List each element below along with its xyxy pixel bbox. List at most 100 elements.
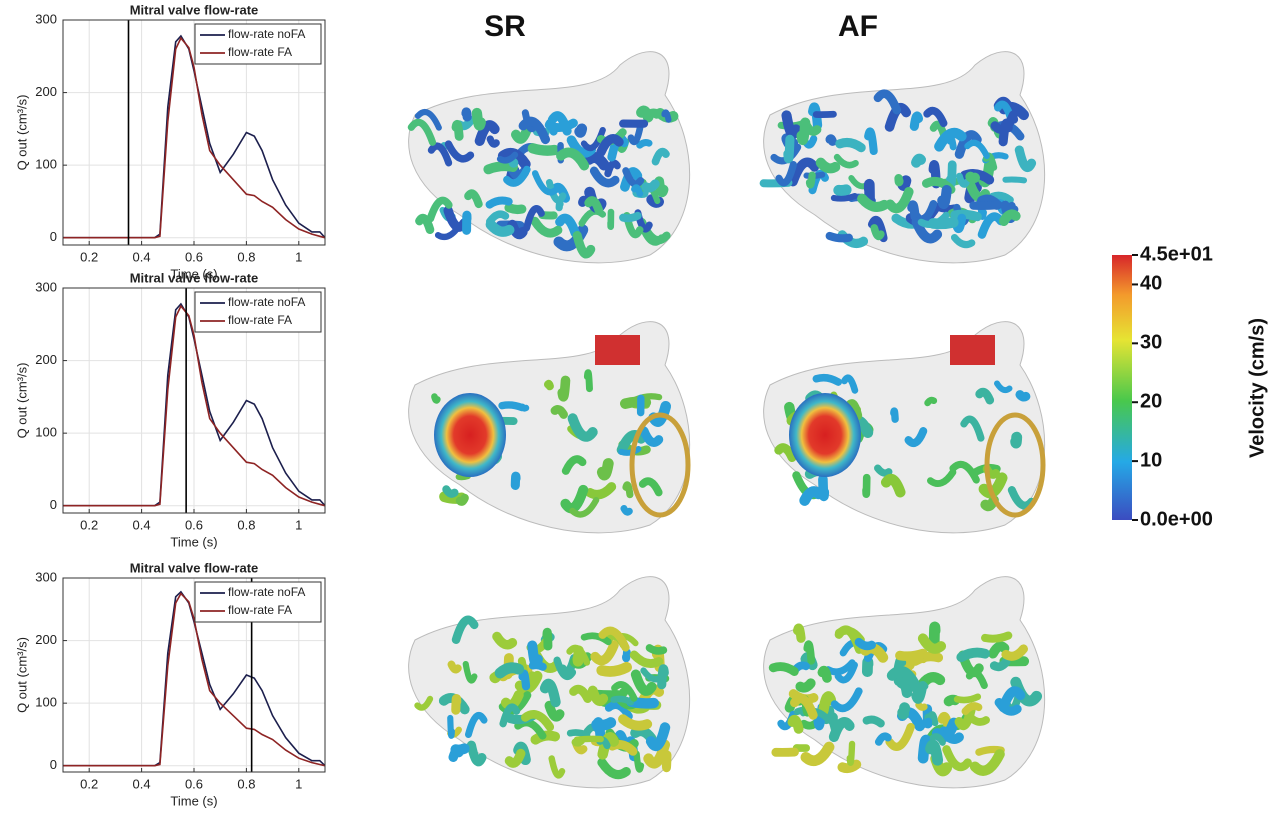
vortex (455, 493, 469, 506)
vortex (589, 166, 620, 188)
x-tick-label: 0.4 (133, 517, 151, 532)
y-tick-label: 300 (35, 11, 57, 26)
vortex (890, 407, 899, 423)
vortex (622, 167, 645, 188)
vortex (854, 637, 876, 651)
vortex (812, 373, 843, 386)
vortex (513, 741, 531, 766)
vortex (661, 750, 672, 773)
x-tick-label: 0.6 (185, 517, 203, 532)
vortex (486, 135, 500, 148)
colorbar-tick-label: 4.5e+01 (1140, 243, 1213, 265)
legend-label: flow-rate noFA (228, 295, 305, 309)
vortex (596, 458, 614, 481)
vortex (604, 159, 621, 178)
vortex (928, 621, 941, 648)
vortex (621, 648, 631, 663)
vortex (874, 464, 893, 477)
y-tick-label: 0 (50, 757, 57, 772)
vortex (1007, 486, 1036, 510)
vortex (622, 481, 634, 499)
y-tick-label: 100 (35, 425, 57, 440)
vortex (818, 691, 837, 717)
x-tick-label: 0.4 (133, 249, 151, 264)
legend-label: flow-rate FA (228, 45, 292, 59)
vortex (638, 477, 663, 497)
vortex (895, 648, 928, 662)
vortex (461, 107, 472, 122)
vortex (596, 661, 633, 677)
vortex (768, 662, 799, 676)
vortex (862, 473, 871, 498)
vortex (1010, 676, 1043, 707)
vortex (447, 660, 462, 674)
vortex (553, 656, 577, 680)
vortex (825, 134, 837, 146)
vortex (555, 213, 580, 238)
vortex (426, 196, 453, 223)
vortex (584, 196, 604, 215)
vortex (557, 375, 571, 402)
vortex (929, 733, 946, 746)
x-tick-label: 0.8 (237, 517, 255, 532)
x-tick-label: 0.2 (80, 249, 98, 264)
vortex (464, 711, 488, 738)
y-tick-label: 200 (35, 632, 57, 647)
vortex (580, 632, 612, 646)
vortex (942, 745, 972, 772)
y-tick-label: 200 (35, 352, 57, 367)
vortex (414, 695, 434, 711)
vortex (805, 171, 816, 189)
vortex (572, 230, 596, 259)
y-tick-label: 300 (35, 279, 57, 294)
vortex (499, 703, 521, 728)
legend-box (194, 291, 322, 333)
valve-ring (629, 412, 691, 518)
y-tick-label: 200 (35, 84, 57, 99)
vortex (583, 369, 593, 393)
x-axis-label: Time (s) (170, 266, 217, 281)
vortex (1002, 176, 1028, 184)
vortex (864, 127, 878, 156)
vortex (518, 669, 531, 691)
legend-label: flow-rate FA (228, 313, 292, 327)
vortex (857, 193, 890, 212)
vortex (451, 694, 462, 715)
vortex (503, 165, 531, 187)
vortex (833, 184, 852, 196)
vortex (955, 172, 970, 188)
vortex (796, 117, 811, 146)
vortex (492, 631, 518, 650)
vortex (462, 660, 478, 684)
vortex (654, 176, 669, 198)
legend-label: flow-rate noFA (228, 585, 305, 599)
vortex (585, 482, 617, 500)
vortex (569, 496, 600, 518)
vortex (961, 702, 983, 716)
vortex (450, 743, 470, 756)
vortex (994, 380, 1013, 394)
vortex (783, 134, 795, 164)
vortex (898, 681, 914, 691)
vortex (519, 403, 530, 412)
vortex (539, 678, 561, 708)
vortex (580, 126, 606, 152)
colorbar-tick-label: 0.0e+00 (1140, 508, 1213, 530)
vortex (803, 135, 818, 149)
vortex (965, 669, 988, 690)
vortex (631, 184, 644, 198)
vortex (427, 142, 453, 167)
vortex (880, 473, 906, 498)
colorbar (1112, 255, 1132, 520)
vortex (861, 656, 874, 677)
vortex (886, 665, 923, 694)
vortex (927, 216, 959, 230)
vortex (583, 151, 610, 171)
jet-ring (434, 393, 506, 477)
vortex (862, 715, 885, 728)
plot-frame (62, 577, 326, 773)
vortex (792, 661, 810, 673)
vortex (498, 401, 526, 412)
legend-box (194, 23, 322, 65)
vortex (915, 701, 928, 711)
